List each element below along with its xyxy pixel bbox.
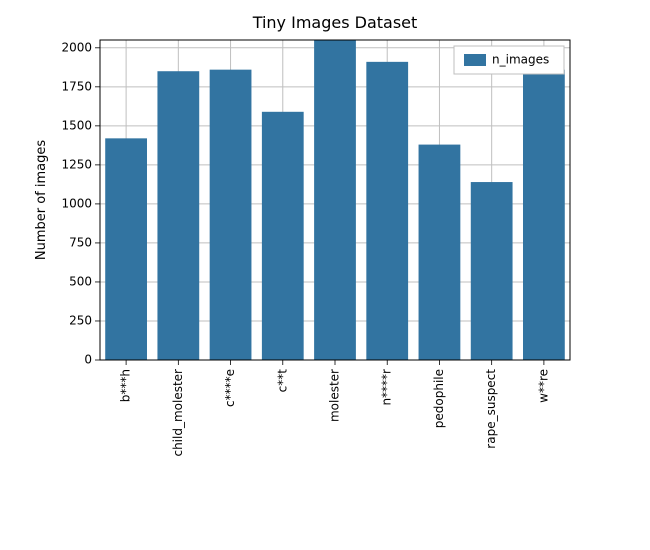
y-tick-label: 1000 — [61, 196, 92, 210]
x-tick-label: pedophile — [432, 369, 446, 428]
y-tick-label: 2000 — [61, 40, 92, 54]
x-tick-label: n****r — [380, 369, 394, 406]
y-tick-label: 500 — [69, 274, 92, 288]
x-tick-label: molester — [328, 369, 342, 422]
y-axis-label: Number of images — [34, 140, 49, 261]
y-tick-label: 1250 — [61, 157, 92, 171]
y-tick-label: 750 — [69, 235, 92, 249]
x-tick-label: c****e — [223, 369, 237, 407]
chart-container: 0 250 500 750 1000 1250 1500 1750 2000 b***h child… — [0, 0, 650, 550]
x-tick-label: c**t — [275, 369, 289, 393]
bar — [471, 182, 513, 360]
bar — [314, 40, 356, 360]
bar — [366, 62, 408, 360]
legend-label: n_images — [492, 53, 549, 67]
chart-title: Tiny Images Dataset — [252, 13, 418, 32]
y-tick-label: 1500 — [61, 118, 92, 132]
y-tick-label: 250 — [69, 313, 92, 327]
x-tick-label: b***h — [119, 369, 133, 402]
x-tick-label: w**re — [536, 369, 550, 403]
legend-swatch — [464, 54, 486, 66]
bar — [210, 70, 252, 360]
x-tick-label: rape_suspect — [484, 369, 498, 449]
bar — [157, 71, 199, 360]
bar-chart: 0 250 500 750 1000 1250 1500 1750 2000 b***h child… — [0, 0, 650, 550]
y-tick-label: 1750 — [61, 79, 92, 93]
x-tick-label: child_molester — [171, 369, 185, 457]
bar — [419, 145, 461, 360]
bar — [523, 70, 565, 360]
bar — [262, 112, 304, 360]
y-tick-label: 0 — [84, 353, 92, 367]
bar — [105, 138, 147, 360]
